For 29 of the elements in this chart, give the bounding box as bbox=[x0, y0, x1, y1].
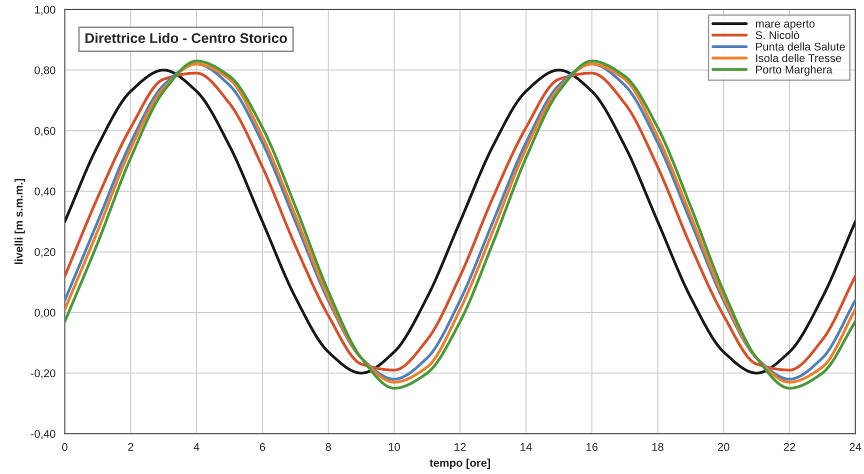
x-tick-label: 18 bbox=[652, 443, 664, 451]
x-tick-label: 0 bbox=[62, 443, 68, 451]
y-tick-label: -0,20 bbox=[30, 369, 56, 379]
y-tick-label: 0,20 bbox=[34, 248, 56, 258]
y-axis-title: livelli [m s.m.m.] bbox=[14, 178, 25, 264]
x-tick-label: 16 bbox=[586, 443, 598, 451]
legend-label: S. Nicolò bbox=[756, 30, 800, 40]
legend-label: Isola delle Tresse bbox=[756, 54, 842, 62]
x-tick-label: 20 bbox=[718, 443, 730, 451]
y-tick-label: -0,40 bbox=[30, 430, 56, 440]
y-tick-label: 1,00 bbox=[34, 6, 56, 15]
x-axis-title: tempo [ore] bbox=[430, 458, 490, 470]
legend-label: mare aperto bbox=[756, 20, 815, 30]
x-tick-label: 12 bbox=[454, 443, 466, 451]
y-tick-label: 0,00 bbox=[34, 308, 56, 318]
x-tick-label: 2 bbox=[128, 443, 134, 451]
x-tick-label: 4 bbox=[194, 443, 200, 451]
x-tick-label: 24 bbox=[850, 443, 862, 451]
x-tick-label: 8 bbox=[326, 443, 331, 451]
text: Direttrice Lido - Centro Storico bbox=[85, 32, 287, 44]
x-tick-label: 22 bbox=[784, 443, 796, 451]
y-tick-label: 0,80 bbox=[34, 66, 56, 76]
y-tick-label: 0,40 bbox=[34, 188, 56, 197]
legend-label: Porto Marghera bbox=[756, 65, 832, 76]
x-tick-label: 6 bbox=[260, 443, 266, 451]
y-tick-label: 0,60 bbox=[34, 126, 56, 136]
legend-label: Punta della Salute bbox=[756, 42, 845, 51]
x-tick-label: 14 bbox=[520, 443, 532, 451]
x-tick-label: 10 bbox=[388, 443, 400, 451]
